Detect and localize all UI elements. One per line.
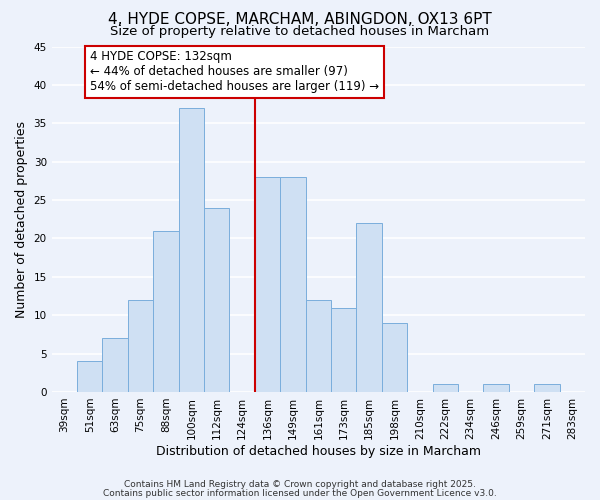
Bar (356, 223, 382, 392)
Text: Contains public sector information licensed under the Open Government Licence v3: Contains public sector information licen… (103, 488, 497, 498)
Y-axis label: Number of detached properties: Number of detached properties (15, 120, 28, 318)
Bar (331, 308, 356, 392)
Bar (179, 108, 204, 392)
Bar (280, 177, 305, 392)
Bar (103, 338, 128, 392)
Bar (382, 323, 407, 392)
Bar (153, 230, 179, 392)
Text: Contains HM Land Registry data © Crown copyright and database right 2025.: Contains HM Land Registry data © Crown c… (124, 480, 476, 489)
Text: 4 HYDE COPSE: 132sqm
← 44% of detached houses are smaller (97)
54% of semi-detac: 4 HYDE COPSE: 132sqm ← 44% of detached h… (90, 50, 379, 94)
Bar (484, 384, 509, 392)
Bar (77, 362, 103, 392)
Bar (534, 384, 560, 392)
Bar (128, 300, 153, 392)
Text: 4, HYDE COPSE, MARCHAM, ABINGDON, OX13 6PT: 4, HYDE COPSE, MARCHAM, ABINGDON, OX13 6… (108, 12, 492, 28)
Bar (305, 300, 331, 392)
Bar (204, 208, 229, 392)
Bar (433, 384, 458, 392)
X-axis label: Distribution of detached houses by size in Marcham: Distribution of detached houses by size … (156, 444, 481, 458)
Text: Size of property relative to detached houses in Marcham: Size of property relative to detached ho… (110, 25, 490, 38)
Bar (255, 177, 280, 392)
